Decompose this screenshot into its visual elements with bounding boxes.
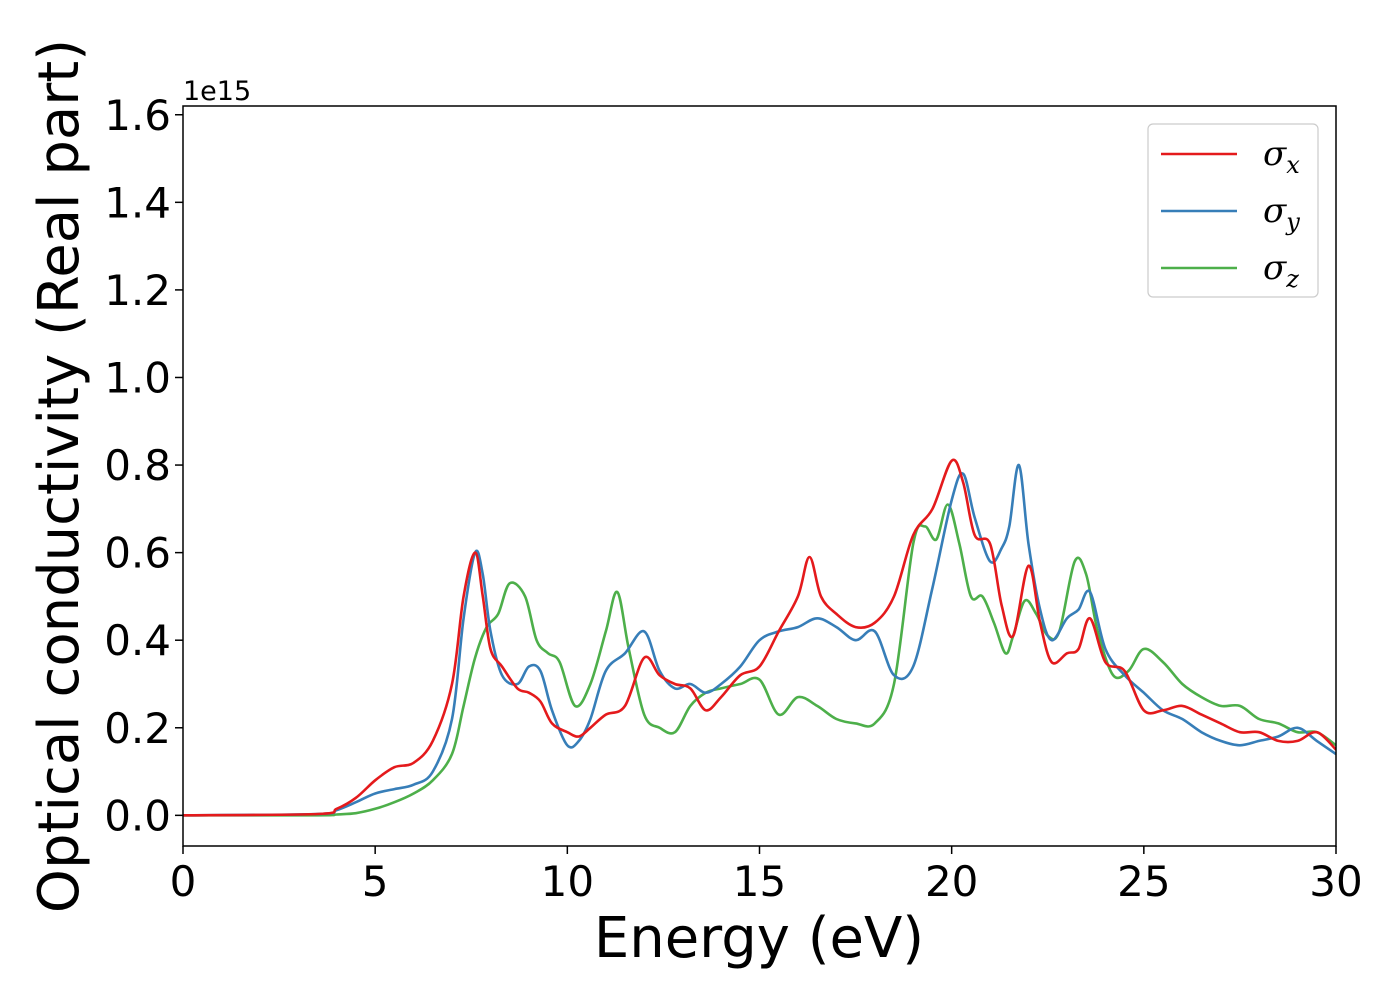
y-tick-label: 1.6	[104, 91, 171, 140]
y-tick-label: 0.8	[104, 441, 171, 490]
y-tick-label: 1.4	[104, 178, 171, 227]
legend-label-x: σx	[1263, 134, 1300, 179]
series-layer	[183, 458, 1336, 817]
y-offset-label: 1e15	[183, 76, 251, 107]
legend: σx σy σz	[1147, 123, 1319, 298]
y-tick-label: 0.0	[104, 791, 171, 840]
y-axis: 0.0 0.2 0.4 0.6 0.8 1.0 1.2 1.4 1.6	[104, 91, 183, 840]
legend-label-z: σz	[1263, 248, 1299, 293]
legend-label-y: σy	[1263, 191, 1300, 236]
y-tick-label: 0.2	[104, 704, 171, 753]
x-tick-label: 30	[1309, 857, 1362, 906]
x-axis: 0 5 10 15 20 25 30	[170, 846, 1363, 906]
y-tick-label: 0.6	[104, 529, 171, 578]
y-tick-label: 0.4	[104, 616, 171, 665]
x-tick-label: 20	[925, 857, 978, 906]
x-tick-label: 10	[541, 857, 594, 906]
legend-entries: σx σy σz	[1161, 134, 1300, 293]
x-tick-label: 25	[1117, 857, 1170, 906]
x-tick-label: 15	[733, 857, 786, 906]
x-axis-title: Energy (eV)	[594, 906, 924, 971]
x-tick-label: 5	[362, 857, 389, 906]
series-line-y	[183, 463, 1336, 817]
y-tick-label: 1.2	[104, 266, 171, 315]
y-tick-label: 1.0	[104, 353, 171, 402]
series-line-x	[183, 458, 1336, 817]
x-tick-label: 0	[170, 857, 197, 906]
y-axis-title: Optical conductivity (Real part)	[27, 39, 92, 913]
